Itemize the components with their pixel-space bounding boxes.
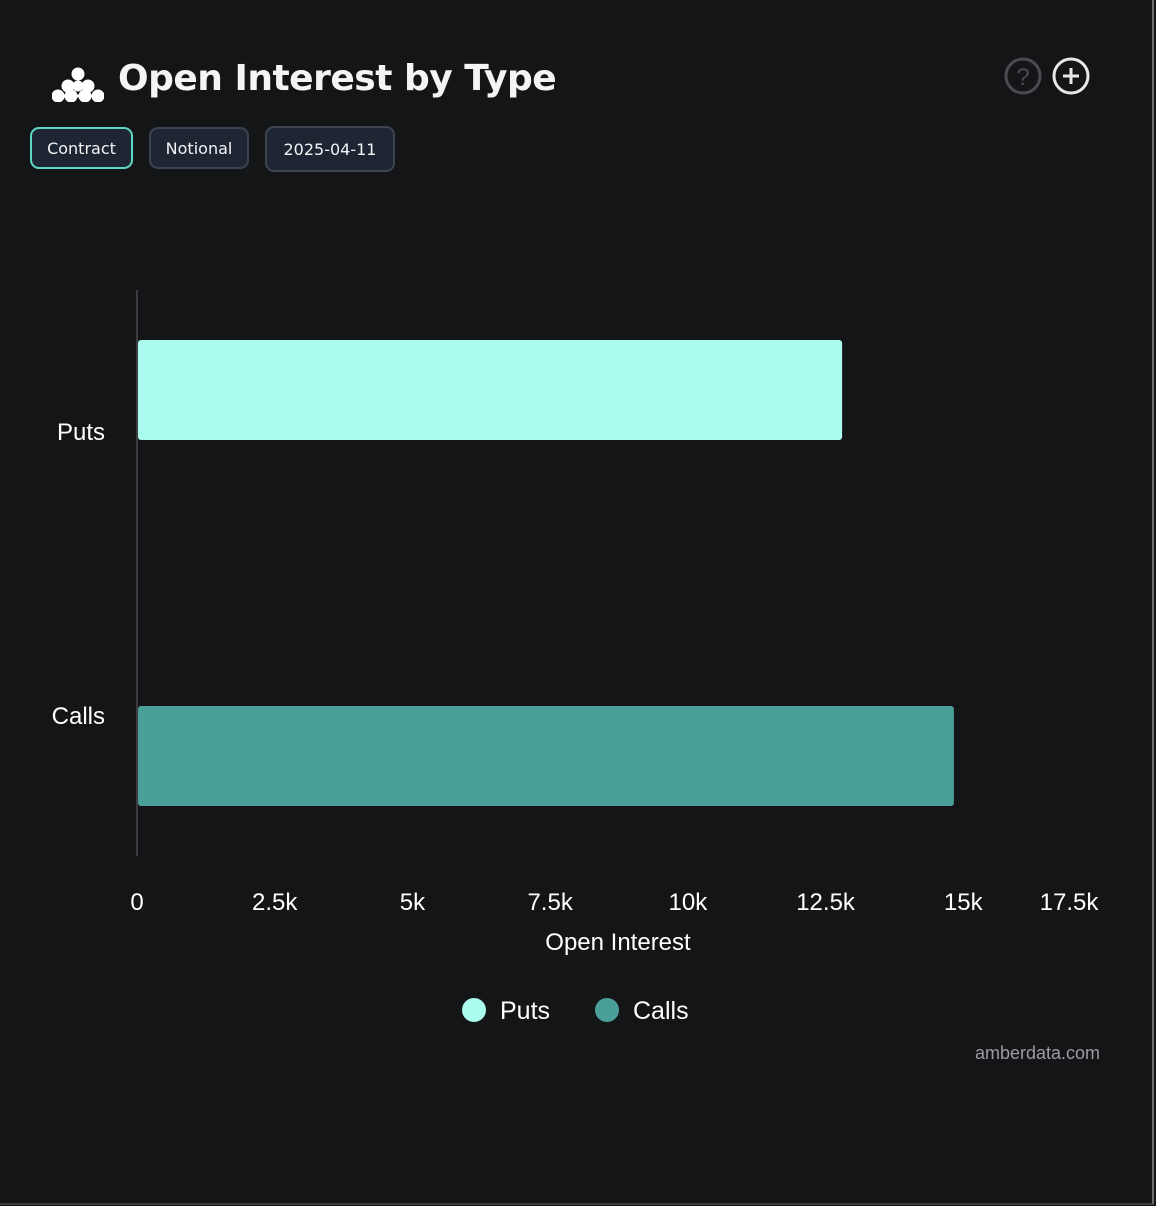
x-tick-label: 17.5k	[1040, 889, 1100, 916]
x-tick-label: 0	[130, 889, 143, 916]
legend-swatch-calls[interactable]	[595, 998, 619, 1022]
contract-button[interactable]: Contract	[30, 127, 133, 169]
x-tick-label: 2.5k	[252, 889, 298, 916]
legend-swatch-puts[interactable]	[462, 998, 486, 1022]
amberdata-logo	[52, 67, 104, 102]
question-circle-icon[interactable]: ?	[1004, 57, 1042, 95]
x-tick-label: 5k	[400, 889, 426, 916]
plus-circle-icon[interactable]	[1052, 57, 1090, 95]
x-tick-label: 12.5k	[796, 889, 856, 916]
notional-button[interactable]: Notional	[149, 127, 249, 169]
bar-calls[interactable]	[138, 706, 954, 806]
svg-text:?: ?	[1016, 64, 1029, 91]
date-picker-button[interactable]: 2025-04-11	[265, 126, 395, 172]
page-title: Open Interest by Type	[118, 58, 557, 99]
y-tick-label: Puts	[57, 419, 105, 446]
legend-label-puts[interactable]: Puts	[500, 997, 550, 1025]
x-tick-label: 7.5k	[527, 889, 573, 916]
x-tick-label: 15k	[944, 889, 984, 916]
y-tick-label: Calls	[52, 703, 105, 730]
x-tick-label: 10k	[669, 889, 709, 916]
watermark: amberdata.com	[974, 1043, 1100, 1063]
legend-label-calls[interactable]: Calls	[633, 997, 689, 1025]
x-axis-title: Open Interest	[545, 929, 691, 956]
bar-puts[interactable]	[138, 340, 843, 440]
